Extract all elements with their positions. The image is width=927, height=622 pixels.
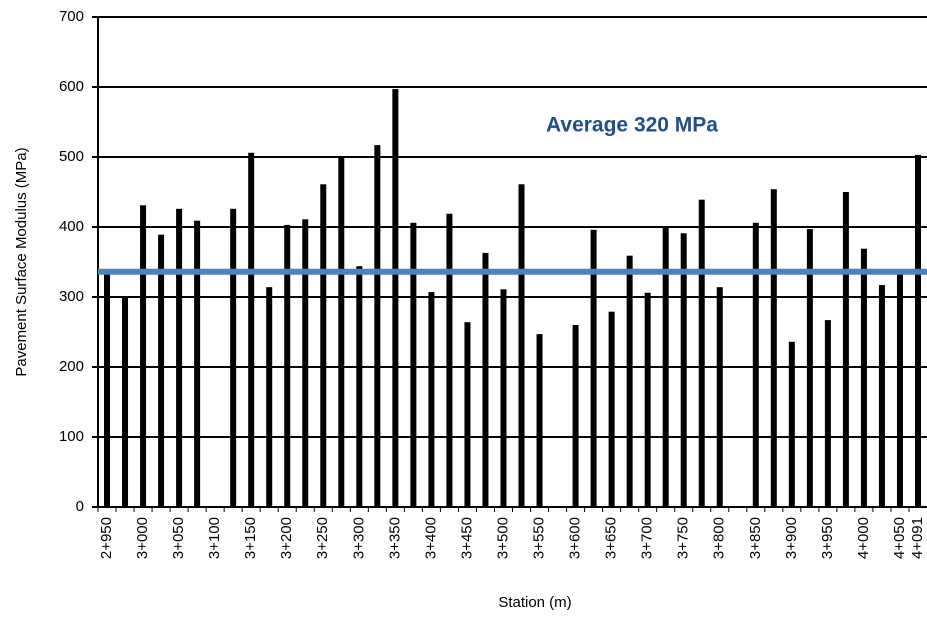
bar <box>824 320 831 507</box>
bar <box>428 292 435 507</box>
bar <box>194 220 201 507</box>
bar <box>806 229 813 507</box>
bar <box>482 252 489 507</box>
bar <box>518 184 525 508</box>
x-tick-label: 3+650 <box>603 517 620 559</box>
x-tick-label: 3+700 <box>639 517 656 559</box>
bar <box>896 273 903 507</box>
bar <box>122 297 129 507</box>
x-tick-label: 3+050 <box>170 517 187 559</box>
x-tick-label: 4+050 <box>891 517 908 559</box>
x-tick-label: 3+750 <box>675 517 692 559</box>
bar <box>374 145 381 507</box>
y-tick-label: 400 <box>59 218 84 235</box>
y-tick-label: 100 <box>59 428 84 445</box>
x-tick-label: 3+600 <box>567 517 584 559</box>
bar <box>698 199 705 507</box>
x-axis-title: Station (m) <box>498 594 571 611</box>
bar <box>752 222 759 508</box>
bar <box>266 287 273 507</box>
x-tick-label: 3+250 <box>314 517 331 559</box>
y-tick-label: 700 <box>59 8 84 25</box>
bar <box>716 287 723 507</box>
x-tick-label: 4+000 <box>855 517 872 559</box>
y-tick-label: 500 <box>59 148 84 165</box>
bar <box>302 219 309 508</box>
x-tick-label: 2+950 <box>98 517 115 559</box>
bar <box>176 208 183 508</box>
bar <box>842 192 849 507</box>
bar <box>140 205 147 508</box>
bar <box>608 311 615 507</box>
bar <box>662 227 669 507</box>
bar <box>788 341 795 507</box>
bar <box>536 334 543 507</box>
bar <box>158 234 165 507</box>
bar <box>644 292 651 507</box>
bar <box>572 325 579 507</box>
bar <box>392 89 399 507</box>
x-tick-label: 3+550 <box>531 517 548 559</box>
bar <box>356 266 363 507</box>
bar <box>878 285 885 507</box>
y-tick-label: 0 <box>76 498 84 515</box>
x-tick-label: 3+500 <box>494 517 511 559</box>
x-tick-label: 3+300 <box>350 517 367 559</box>
bar <box>590 229 597 508</box>
bar <box>104 273 111 507</box>
x-tick-label: 3+000 <box>134 517 151 559</box>
x-tick-label: 3+400 <box>422 517 439 559</box>
bar <box>338 157 345 507</box>
x-tick-label: 3+800 <box>711 517 728 559</box>
x-tick-label: 3+200 <box>278 517 295 559</box>
y-axis-title: Pavement Surface Modulus (MPa) <box>13 147 30 376</box>
annotation: Average 320 MPa <box>546 114 718 137</box>
bar <box>860 248 867 507</box>
x-tick-label: 3+950 <box>819 517 836 559</box>
x-tick-label: 3+350 <box>386 517 403 559</box>
bar <box>446 213 453 507</box>
x-tick-label: 3+900 <box>783 517 800 559</box>
x-tick-label: 3+450 <box>458 517 475 559</box>
y-tick-label: 300 <box>59 288 84 305</box>
x-tick-label: 3+100 <box>206 517 223 559</box>
bar <box>680 233 687 508</box>
bar <box>248 152 255 508</box>
bar <box>320 184 327 508</box>
bar <box>626 255 633 507</box>
x-tick-label: 3+150 <box>242 517 259 559</box>
y-tick-label: 600 <box>59 78 84 95</box>
x-tick-label: 3+850 <box>747 517 764 559</box>
bar <box>464 322 471 507</box>
bar <box>770 189 777 507</box>
bar <box>914 154 921 507</box>
x-tick-label: 4+091 <box>909 517 926 559</box>
bar <box>284 224 291 507</box>
bar <box>230 208 237 508</box>
y-tick-label: 200 <box>59 358 84 375</box>
bar <box>500 289 507 507</box>
bar <box>410 222 417 508</box>
